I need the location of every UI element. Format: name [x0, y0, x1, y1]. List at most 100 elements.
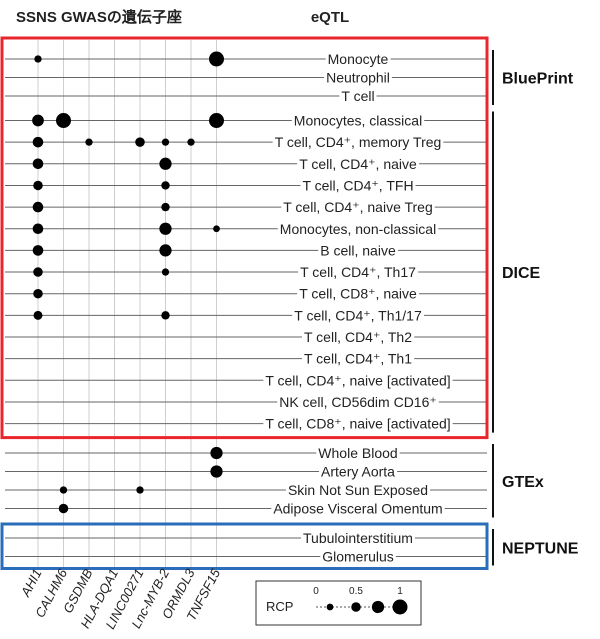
row-label-tubulointerstitium: Tubulointerstitium	[303, 530, 413, 546]
dot-t-cell-cd8-naive-ahi1	[33, 288, 43, 299]
row-label-bg	[277, 220, 439, 237]
dot-skin-not-sun-exposed-linc00271	[136, 486, 144, 494]
row-label-bg	[297, 155, 420, 172]
dot-t-cell-cd4-naive-lnc-myb-2	[159, 157, 172, 170]
row-label-t-cell-cd4-th17: T cell, CD4⁺, Th17	[300, 264, 416, 280]
dot-monocytes-classical-ahi1	[32, 114, 44, 127]
dot-t-cell-cd4-memory-treg-linc00271	[135, 137, 145, 147]
dot-monocytes-classical-calhm6	[56, 113, 71, 128]
row-label-bg	[324, 69, 392, 86]
dot-t-cell-cd4-tfh-ahi1	[33, 180, 43, 191]
legend-dot-3	[392, 599, 408, 615]
row-label-bg	[318, 242, 398, 259]
legend-dot-0	[326, 603, 334, 611]
dot-monocytes-non-classical-tnfsf15	[213, 225, 220, 233]
dot-monocyte-tnfsf15	[209, 51, 224, 67]
dot-t-cell-cd4-th1-17-ahi1	[33, 310, 43, 320]
dot-t-cell-cd4-th1-17-lnc-myb-2	[161, 311, 170, 320]
row-label-skin-not-sun-exposed: Skin Not Sun Exposed	[288, 482, 428, 498]
dot-monocytes-non-classical-ahi1	[32, 223, 44, 235]
dot-monocytes-classical-tnfsf15	[209, 113, 224, 128]
row-label-nk-cell-cd56dim-cd16: NK cell, CD56dim CD16⁺	[279, 394, 437, 410]
row-label-bg	[325, 51, 391, 67]
row-label-whole-blood: Whole Blood	[318, 445, 397, 461]
dot-t-cell-cd4-memory-treg-ahi1	[32, 136, 44, 148]
group-label-blueprint: BluePrint	[502, 71, 574, 88]
right-title: eQTL	[311, 9, 349, 26]
row-label-t-cell-cd4-memory-treg: T cell, CD4⁺, memory Treg	[275, 134, 442, 150]
row-label-bg	[277, 393, 439, 410]
row-label-bg	[320, 548, 396, 565]
dot-t-cell-cd4-naive-ahi1	[32, 158, 44, 170]
row-label-monocytes-classical: Monocytes, classical	[294, 113, 422, 129]
dot-t-cell-cd4-memory-treg-lnc-myb-2	[161, 138, 170, 146]
dot-b-cell-naive-ahi1	[32, 245, 44, 256]
row-label-bg	[292, 307, 424, 324]
legend-dot-2	[371, 600, 385, 614]
row-label-monocyte: Monocyte	[328, 51, 389, 67]
row-label-bg	[263, 415, 453, 432]
group-label-dice: DICE	[502, 265, 541, 282]
row-label-bg	[263, 372, 453, 389]
group-brackets: BluePrint DICE GTEx NEPTUNE	[492, 50, 579, 566]
row-label-neutrophil: Neutrophil	[326, 70, 390, 86]
gene-labels: AHI1CALHM6GSDMBHLA-DQA1LINC00271Lnc-MYB-…	[17, 566, 223, 632]
legend-title: RCP	[266, 599, 293, 614]
row-label-bg	[300, 177, 416, 194]
row-label-bg	[316, 445, 400, 461]
left-title: SSNS GWASの遺伝子座	[16, 8, 182, 26]
dot-artery-aorta-tnfsf15	[210, 465, 223, 478]
row-label-glomerulus: Glomerulus	[322, 549, 394, 565]
blue-highlight-box	[0, 522, 489, 570]
row-label-bg	[339, 88, 377, 104]
dot-t-cell-cd4-th17-ahi1	[33, 267, 43, 277]
rcp-legend: RCP 0 0.5 1	[255, 580, 422, 626]
red-highlight-box	[0, 36, 489, 440]
legend-tick-1: 1	[397, 586, 403, 597]
dot-whole-blood-tnfsf15	[210, 446, 223, 460]
row-label-bg	[281, 199, 435, 216]
group-label-gtex: GTEx	[502, 474, 544, 491]
group-label-neptune: NEPTUNE	[502, 540, 579, 557]
dot-t-cell-cd4-th17-lnc-myb-2	[161, 268, 170, 276]
row-label-t-cell-cd4-th1-17: T cell, CD4⁺, Th1/17	[294, 307, 422, 323]
row-label-t-cell-cd4-tfh: T cell, CD4⁺, TFH	[302, 177, 413, 193]
dot-b-cell-naive-lnc-myb-2	[159, 244, 172, 257]
dot-monocytes-non-classical-lnc-myb-2	[159, 222, 172, 235]
dot-adipose-visceral-omentum-calhm6	[58, 503, 69, 514]
gene-label-ahi1: AHI1	[17, 566, 44, 599]
dot-monocyte-ahi1	[34, 55, 42, 63]
legend-dot-1	[351, 602, 361, 612]
row-label-bg	[285, 482, 431, 498]
row-label-artery-aorta: Artery Aorta	[321, 464, 395, 480]
row-label-t-cell-cd8-naive-activated: T cell, CD8⁺, naive [activated]	[265, 416, 450, 432]
row-label-adipose-visceral-omentum: Adipose Visceral Omentum	[273, 501, 442, 517]
row-label-monocytes-non-classical: Monocytes, non-classical	[280, 221, 436, 237]
row-label-bg	[271, 500, 445, 517]
row-label-bg	[301, 329, 415, 345]
dot-t-cell-cd4-naive-treg-lnc-myb-2	[161, 202, 170, 212]
row-label-t-cell-cd4-naive-activated: T cell, CD4⁺, naive [activated]	[265, 372, 450, 388]
legend-frame	[255, 580, 422, 626]
row-label-t-cell-cd4-th2: T cell, CD4⁺, Th2	[304, 329, 412, 345]
row-labels: Monocyte Neutrophil T cell Monocytes, class…	[263, 51, 453, 565]
row-label-bg	[301, 350, 415, 367]
dot-t-cell-cd4-memory-treg-gsdmb	[85, 138, 93, 146]
row-label-t-cell-cd4-naive: T cell, CD4⁺, naive	[299, 156, 417, 172]
row-label-bg	[291, 112, 425, 129]
row-label-t-cell-cd8-naive: T cell, CD8⁺, naive	[299, 286, 417, 302]
legend-tick-05: 0.5	[349, 586, 363, 597]
row-label-b-cell-naive: B cell, naive	[320, 242, 396, 258]
row-label-bg	[301, 530, 415, 546]
dot-t-cell-cd4-naive-treg-ahi1	[32, 201, 44, 213]
dot-skin-not-sun-exposed-calhm6	[59, 486, 68, 494]
dot-t-cell-cd4-memory-treg-ormdl3	[187, 138, 195, 146]
row-label-bg	[272, 134, 444, 151]
row-label-t-cell-cd4-naive-treg: T cell, CD4⁺, naive Treg	[283, 199, 433, 215]
row-label-bg	[319, 463, 398, 480]
group-boxes	[0, 36, 489, 570]
row-label-t-cell-cd4-th1: T cell, CD4⁺, Th1	[304, 351, 412, 367]
row-label-bg	[298, 264, 419, 281]
dot-t-cell-cd4-tfh-lnc-myb-2	[161, 181, 170, 190]
